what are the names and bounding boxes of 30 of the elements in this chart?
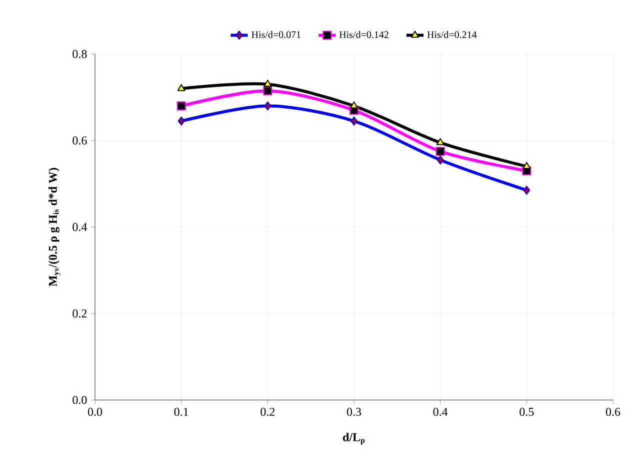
point [177, 84, 186, 92]
y-tick-label: 0.4 [72, 222, 88, 232]
y-tick-label: 0.0 [72, 396, 87, 404]
legend-label: His/d=0.071 [252, 30, 300, 38]
x-tick-label: 0.0 [88, 408, 102, 416]
y-tick-label: 0.6 [72, 136, 87, 145]
point [436, 155, 444, 164]
legend-label: His/d=0.142 [339, 30, 388, 38]
y-tick-label: 0.8 [72, 50, 87, 58]
point [522, 162, 531, 169]
point [263, 86, 272, 96]
point [264, 80, 272, 87]
x-tick-label: 0.5 [520, 408, 534, 416]
legend-label: His/d=0.214 [427, 30, 477, 38]
y-tick-label: 0.2 [72, 309, 87, 318]
x-tick-label: 0.2 [260, 408, 274, 416]
x-tick-label: 0.1 [174, 408, 188, 416]
point [436, 146, 445, 156]
point [523, 186, 530, 195]
y-axis-title: M$_{ys}$/(0.5 ρ g H$_{is}$ d*d W) [48, 168, 60, 286]
point [178, 116, 185, 126]
x-tick-label: 0.3 [346, 408, 362, 416]
point [176, 101, 186, 110]
point [350, 116, 358, 126]
point [264, 101, 272, 110]
x-tick-label: 0.6 [606, 408, 620, 416]
point [350, 101, 358, 108]
x-axis-title: d/L$_{p}$ [343, 432, 365, 445]
x-tick-label: 0.4 [433, 408, 448, 416]
point [436, 138, 444, 146]
